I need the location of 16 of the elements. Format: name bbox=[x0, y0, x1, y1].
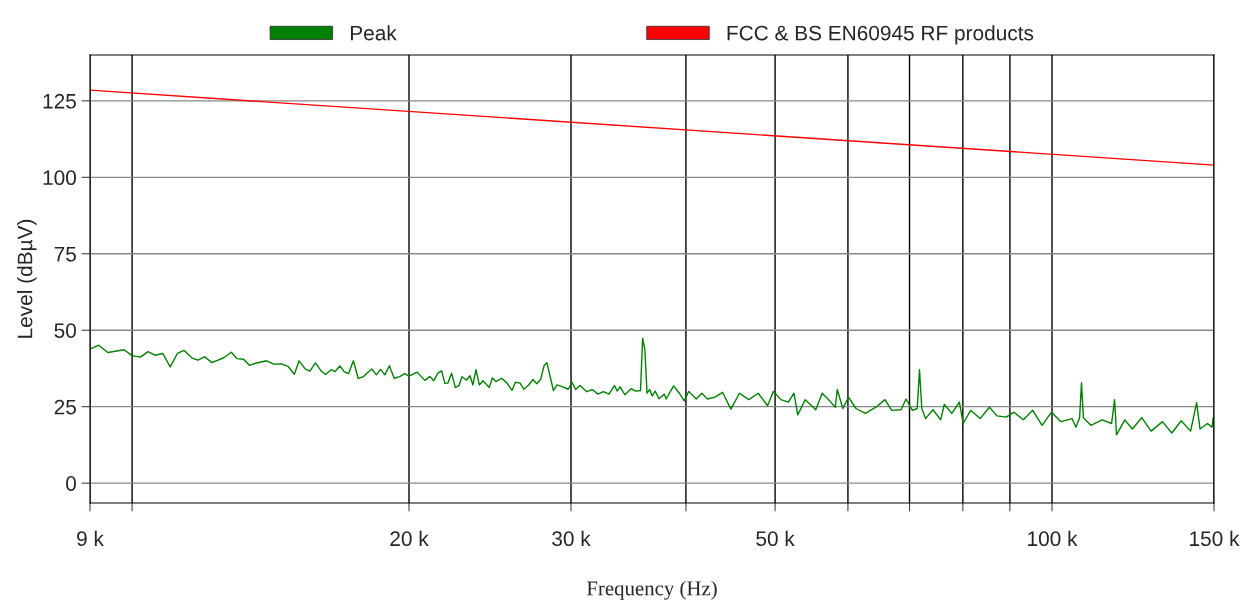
y-tick-label: 100 bbox=[43, 170, 76, 186]
x-tick-label: 20 k bbox=[390, 530, 429, 547]
y-tick-label: 25 bbox=[54, 399, 76, 415]
x-tick-label: 9 k bbox=[77, 530, 104, 547]
y-tick-label: 75 bbox=[54, 246, 76, 262]
y-tick-label: 125 bbox=[43, 93, 76, 109]
x-tick-label: 50 k bbox=[756, 530, 795, 547]
y-tick-label: 50 bbox=[54, 323, 76, 338]
x-axis-title: Frequency (Hz) bbox=[586, 580, 717, 600]
x-tick-label: 100 k bbox=[1028, 530, 1078, 547]
legend-label: FCC & BS EN60945 RF products bbox=[727, 25, 1034, 45]
x-tick-label: 30 k bbox=[552, 530, 591, 547]
legend-label: Peak bbox=[350, 25, 397, 41]
y-axis-title: Level (dBµV) bbox=[17, 219, 37, 338]
x-tick-label: 150 k bbox=[1190, 530, 1240, 547]
y-tick-label: 0 bbox=[66, 476, 76, 491]
